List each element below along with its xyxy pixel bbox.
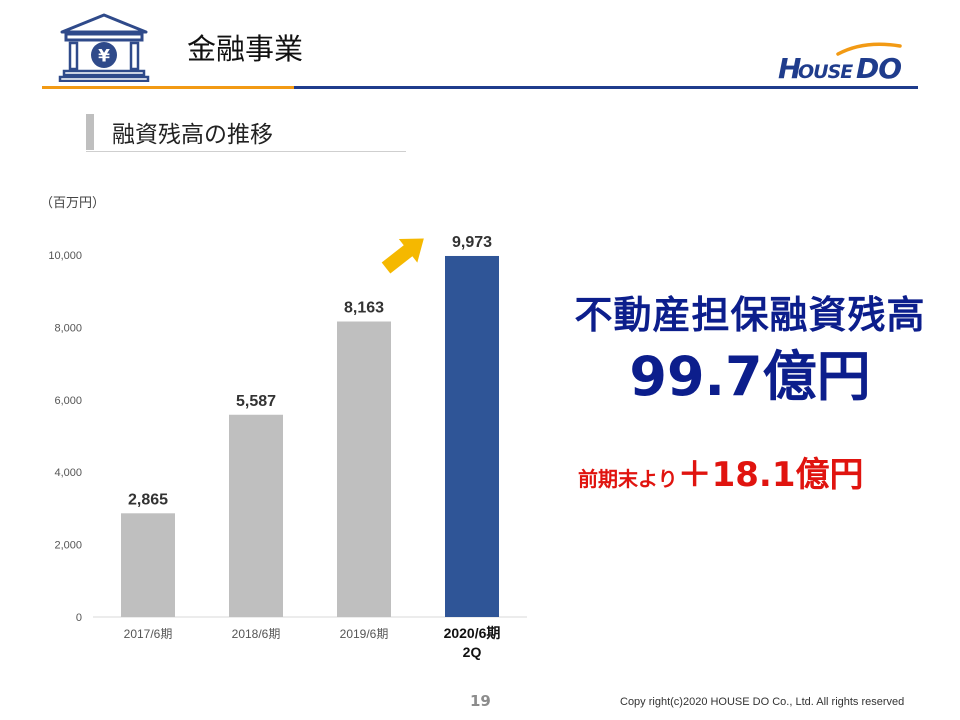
section-subtitle: 融資残高の推移	[112, 122, 273, 148]
x-tick-label: 2020/6期	[444, 625, 501, 641]
bank-yen-icon: ¥	[58, 13, 150, 82]
copyright-text: Copy right(c)2020 HOUSE DO Co., Ltd. All…	[620, 696, 905, 708]
change-value: ＋18.1億円	[677, 455, 864, 495]
summary-headline: 不動産担保融資残高	[574, 293, 926, 337]
subtitle-marker	[86, 114, 94, 150]
y-tick-label: 8,000	[54, 322, 82, 334]
subtitle-underline	[86, 151, 406, 152]
bar-1	[121, 513, 175, 617]
data-label: 2,865	[128, 491, 168, 508]
growth-arrow	[381, 238, 424, 274]
unit-label: （百万円）	[40, 196, 106, 211]
y-tick-label: 2,000	[54, 540, 82, 552]
svg-text:H: H	[778, 52, 801, 84]
bar-3	[337, 321, 391, 617]
bar-2	[229, 414, 283, 617]
change-label: 前期末より	[578, 467, 678, 491]
data-label: 9,973	[452, 234, 492, 251]
header-rule-orange	[42, 86, 294, 89]
y-tick-label: 4,000	[54, 467, 82, 479]
svg-text:DO: DO	[856, 52, 901, 84]
svg-text:¥: ¥	[98, 47, 110, 67]
bar-4	[445, 255, 499, 617]
page-title: 金融事業	[187, 32, 304, 66]
housedo-logo: H OUSE DO	[778, 42, 902, 84]
page-number: 19	[470, 692, 491, 710]
loan-balance-bar-chart: 0 2,000 4,000 6,000 8,000 10,000 2,865 2017/6期 5…	[48, 234, 527, 660]
arrow-icon	[381, 238, 424, 274]
data-label: 5,587	[236, 393, 276, 410]
data-label: 8,163	[344, 299, 384, 316]
summary-change: 前期末より＋18.1億円	[578, 447, 864, 496]
svg-text:OUSE: OUSE	[798, 61, 853, 83]
y-tick-label: 10,000	[48, 250, 82, 262]
y-tick-label: 0	[76, 612, 82, 624]
y-tick-label: 6,000	[54, 395, 82, 407]
x-tick-label: 2Q	[463, 644, 482, 660]
summary-value: 99.7億円	[629, 345, 871, 408]
header-rule-blue	[294, 86, 918, 89]
x-tick-label: 2018/6期	[232, 627, 281, 641]
x-tick-label: 2017/6期	[124, 627, 173, 641]
x-tick-label: 2019/6期	[340, 627, 389, 641]
